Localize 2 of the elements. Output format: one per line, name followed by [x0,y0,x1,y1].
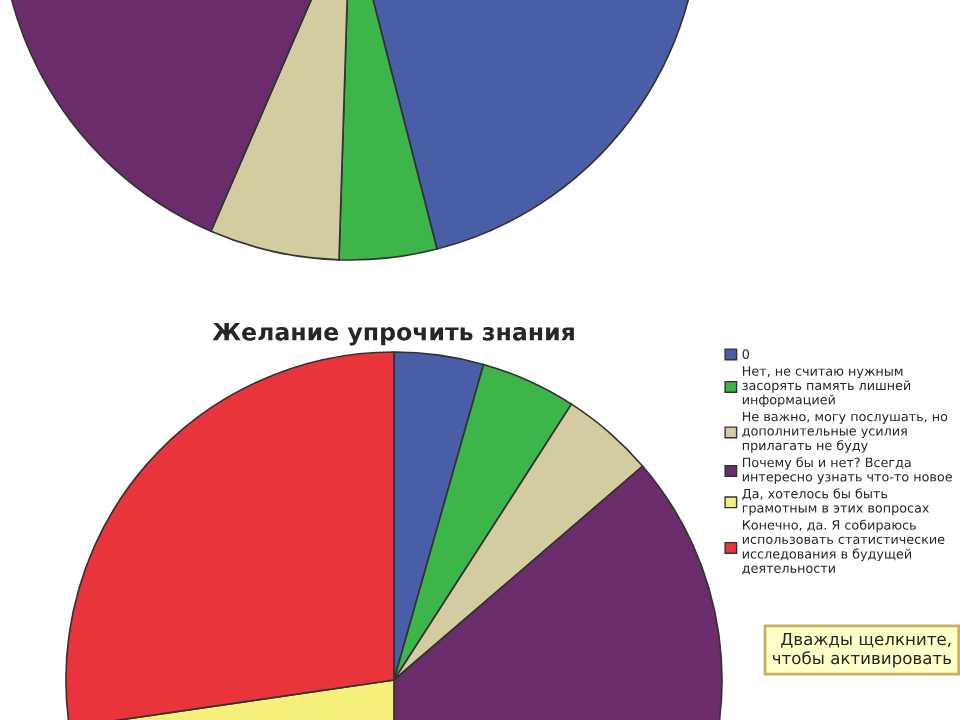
text: Дважды щелкните, чтобы активировать [772,632,952,668]
chart-title: Желание упрочить знания [212,323,574,346]
